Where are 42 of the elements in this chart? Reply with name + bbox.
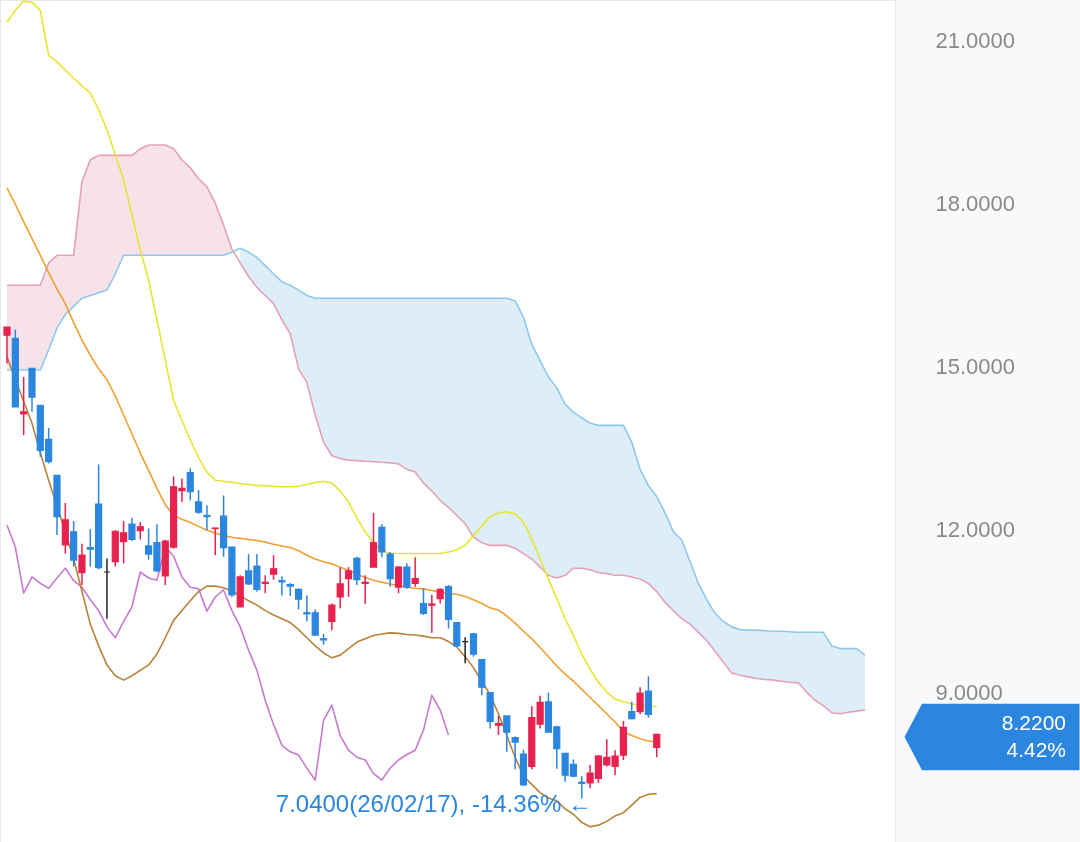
candlestick bbox=[186, 467, 194, 502]
line-series bbox=[6, 524, 450, 781]
candlestick bbox=[269, 554, 278, 581]
candlestick bbox=[328, 602, 336, 631]
y-tick-label: 15.0000 bbox=[935, 353, 1016, 379]
candlestick bbox=[453, 621, 461, 648]
candlestick bbox=[353, 556, 361, 586]
candlestick bbox=[636, 686, 644, 716]
candlestick bbox=[394, 565, 403, 594]
line-series bbox=[6, 247, 866, 656]
candlestick bbox=[336, 566, 344, 610]
candlestick bbox=[261, 574, 269, 594]
candlestick bbox=[286, 582, 294, 597]
candlestick bbox=[403, 562, 411, 590]
candlestick bbox=[411, 556, 419, 588]
candlestick bbox=[203, 504, 211, 531]
candlestick bbox=[278, 575, 286, 597]
candlestick bbox=[294, 587, 303, 611]
line-series bbox=[6, 356, 658, 828]
y-tick-label: 12.0000 bbox=[935, 516, 1016, 542]
candlestick bbox=[419, 587, 428, 616]
candlestick bbox=[578, 775, 586, 800]
candlestick bbox=[428, 594, 436, 634]
candlestick bbox=[653, 733, 661, 759]
line-series bbox=[6, 144, 866, 715]
y-tick-label: 9.0000 bbox=[935, 679, 1003, 705]
candlestick bbox=[3, 326, 11, 365]
candlestick bbox=[644, 675, 653, 719]
candlestick bbox=[20, 376, 28, 436]
candlestick bbox=[211, 527, 219, 556]
candlestick bbox=[361, 574, 369, 605]
candlestick bbox=[194, 489, 203, 515]
candlestick bbox=[344, 566, 353, 598]
y-tick-label: 21.0000 bbox=[935, 27, 1016, 53]
candlestick bbox=[503, 715, 511, 753]
candlestick bbox=[511, 735, 519, 770]
text: 8.2200 4.42% bbox=[1001, 711, 1066, 761]
candlestick bbox=[78, 543, 86, 586]
annotation: 7.0400(26/02/17), -14.36% ← bbox=[275, 790, 592, 817]
candlestick bbox=[128, 516, 136, 542]
candlestick bbox=[494, 715, 503, 736]
y-tick-label: 18.0000 bbox=[935, 190, 1016, 216]
